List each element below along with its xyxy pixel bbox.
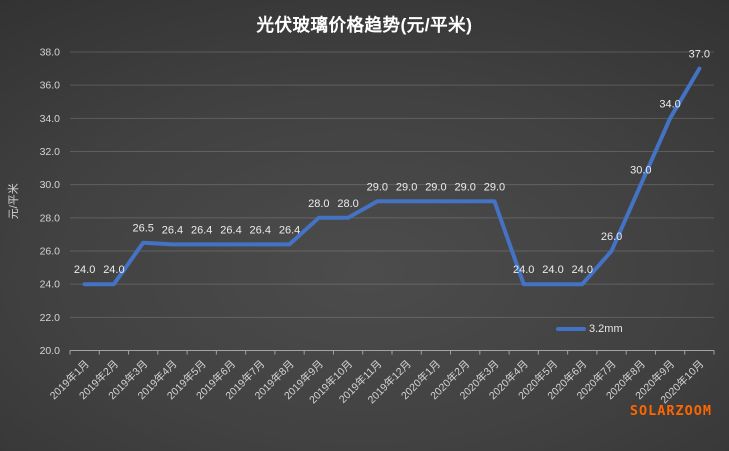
data-label: 29.0: [425, 181, 446, 193]
y-tick-label: 26.0: [40, 246, 61, 258]
data-label: 26.0: [601, 231, 622, 243]
y-tick-label: 24.0: [40, 279, 61, 291]
data-label: 24.0: [74, 264, 95, 276]
legend: 3.2mm: [556, 322, 623, 336]
y-tick-label: 36.0: [40, 80, 61, 92]
data-label: 29.0: [454, 181, 475, 193]
data-label: 26.4: [191, 224, 212, 236]
data-label: 26.5: [132, 223, 153, 235]
legend-series-label: 3.2mm: [589, 323, 623, 335]
data-label: 24.0: [542, 264, 563, 276]
data-label: 26.4: [162, 224, 183, 236]
data-label: 29.0: [396, 181, 417, 193]
y-tick-label: 20.0: [40, 345, 61, 357]
y-tick-label: 28.0: [40, 212, 61, 224]
data-label: 26.4: [250, 224, 271, 236]
y-tick-label: 22.0: [40, 312, 61, 324]
y-tick-label: 38.0: [40, 47, 61, 59]
data-label: 26.4: [279, 224, 300, 236]
data-label: 28.0: [308, 198, 329, 210]
chart-title: 光伏玻璃价格趋势(元/平米): [256, 15, 473, 35]
y-tick-label: 30.0: [40, 179, 61, 191]
data-label: 37.0: [689, 49, 710, 61]
y-axis-title: 元/平米: [7, 183, 20, 219]
data-label: 29.0: [367, 181, 388, 193]
y-tick-label: 32.0: [40, 146, 61, 158]
data-label: 24.0: [513, 264, 534, 276]
data-label: 24.0: [572, 264, 593, 276]
price-line: [82, 66, 702, 287]
y-tick-label: 34.0: [40, 113, 61, 125]
data-label: 26.4: [220, 224, 241, 236]
solarzoom-watermark: SOLARZOOM: [629, 403, 712, 419]
data-label: 30.0: [630, 165, 651, 177]
data-label: 24.0: [103, 264, 124, 276]
legend-line-swatch: [556, 327, 586, 331]
data-label: 28.0: [337, 198, 358, 210]
data-label: 29.0: [484, 181, 505, 193]
data-label: 34.0: [659, 98, 680, 110]
